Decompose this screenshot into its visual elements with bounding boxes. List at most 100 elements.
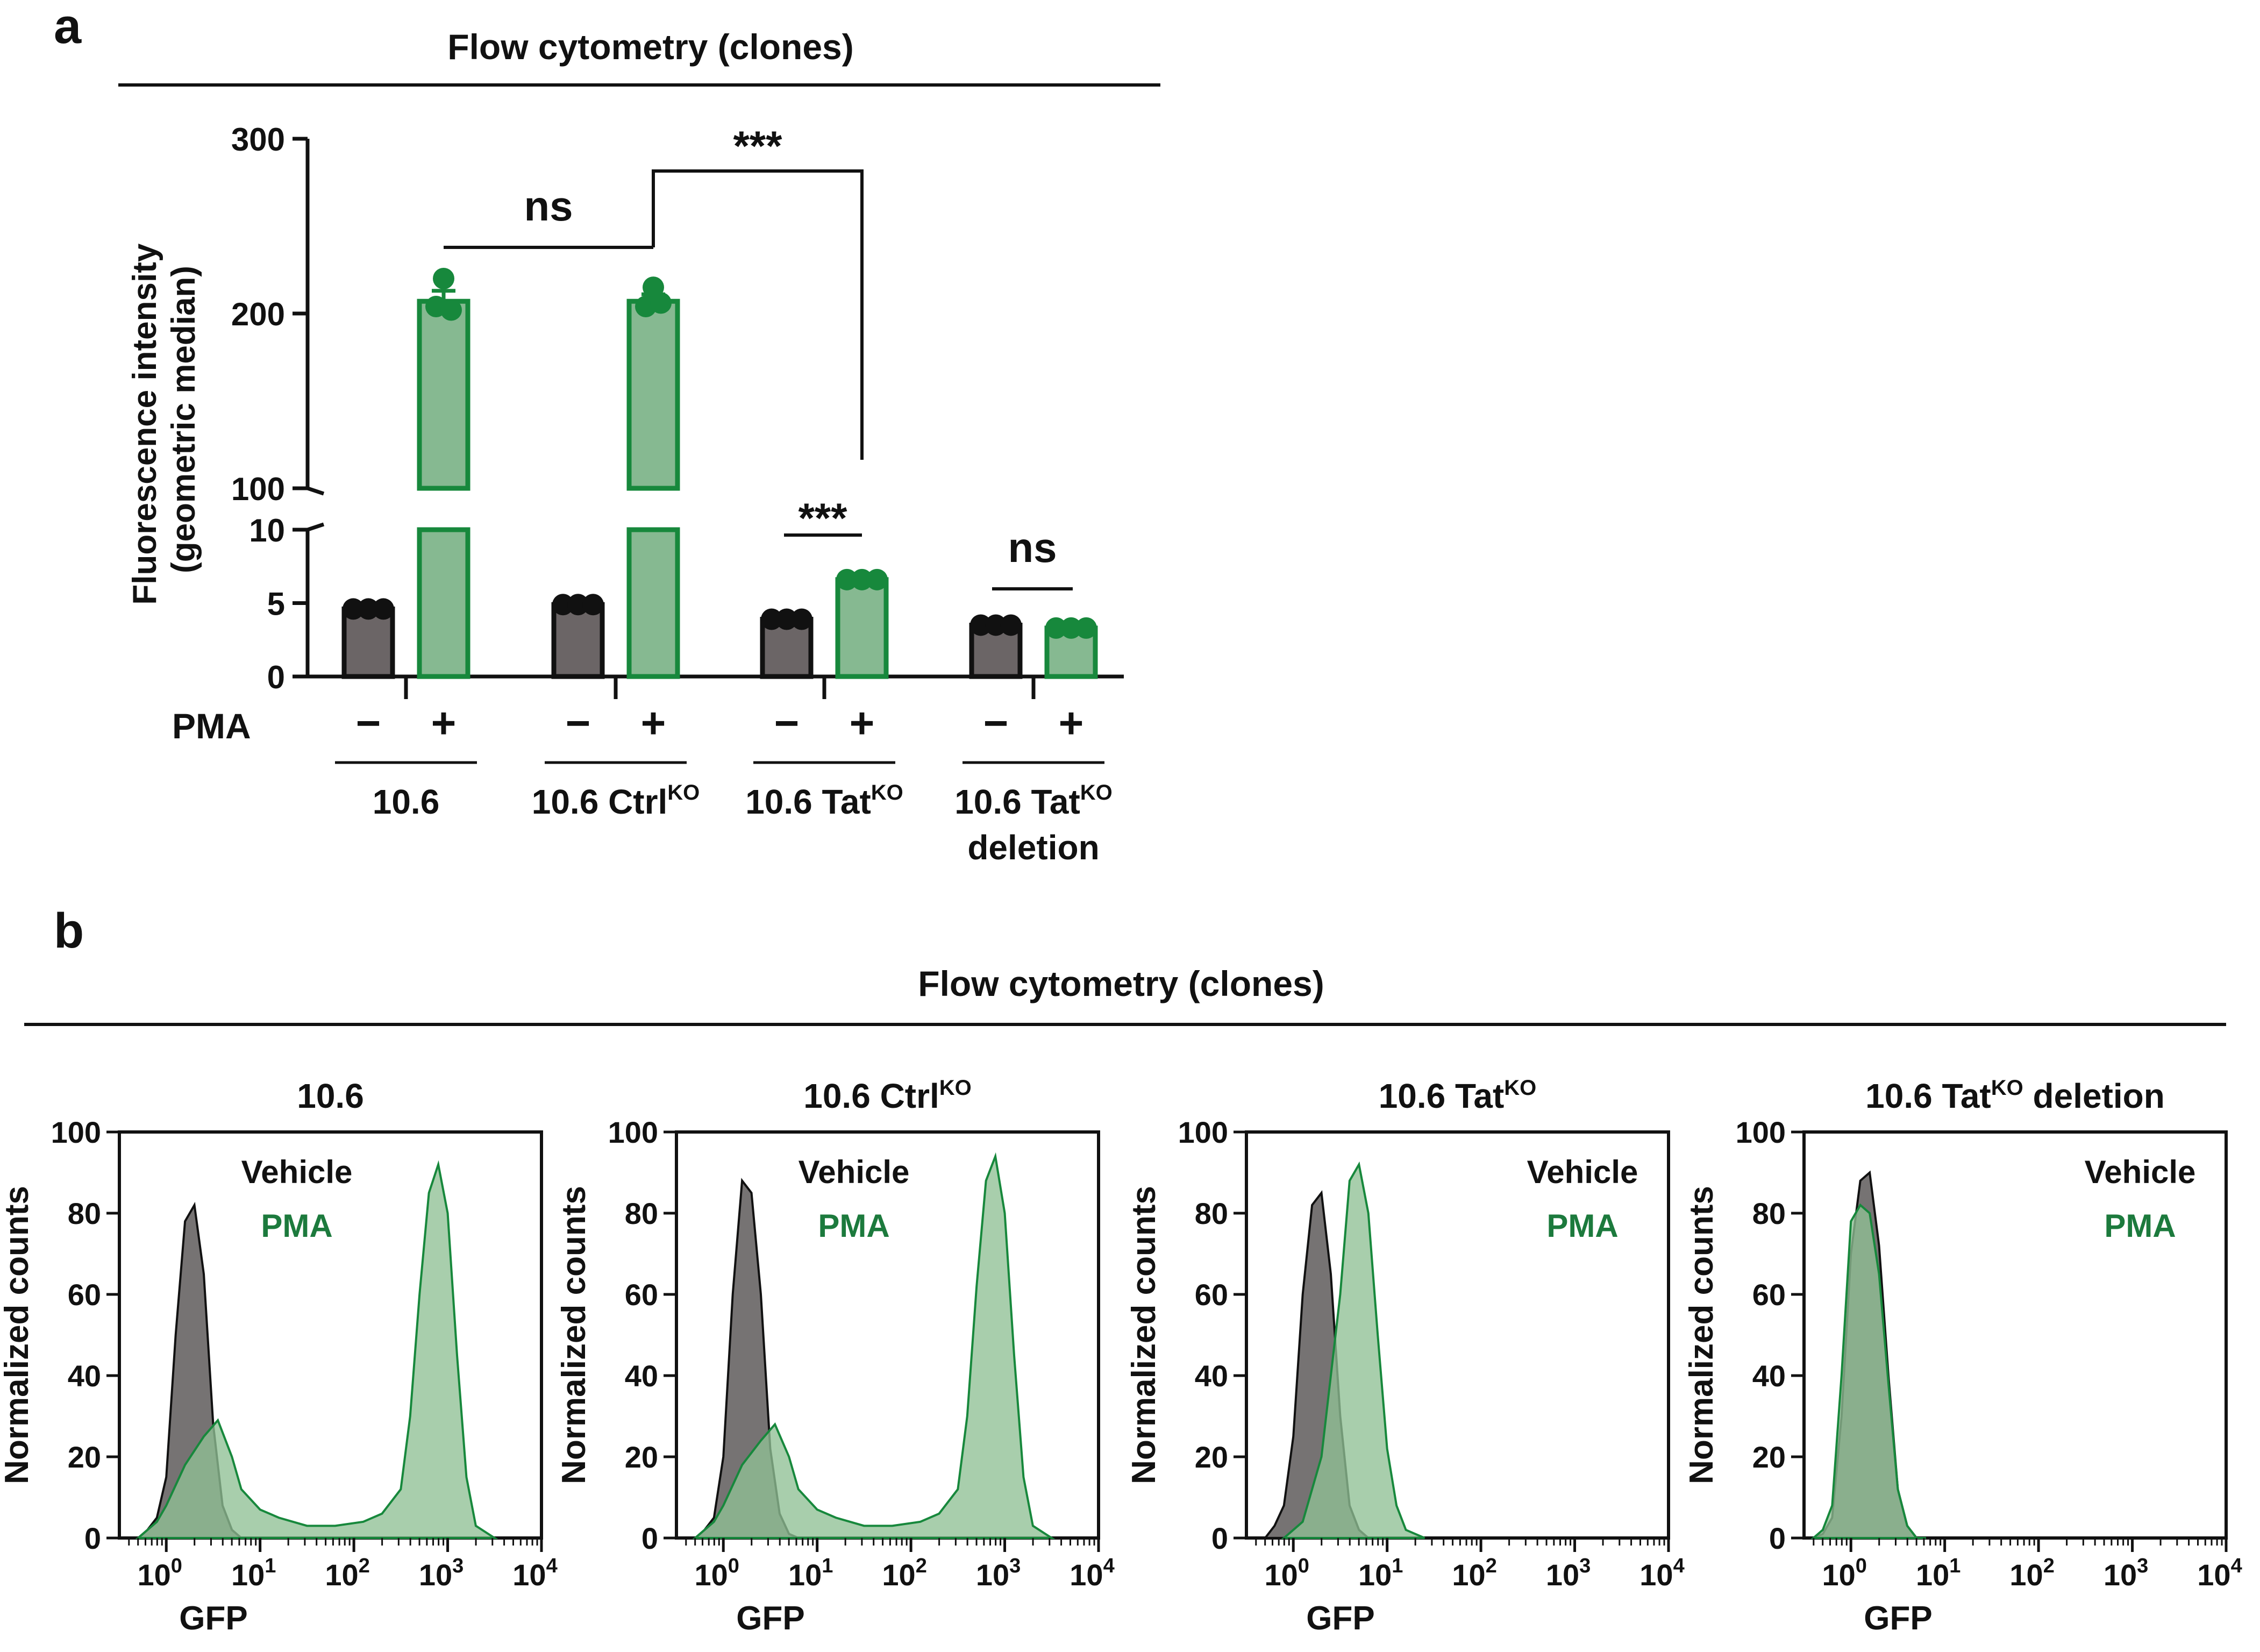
legend-pma: PMA — [2104, 1208, 2176, 1244]
significance-label: *** — [798, 494, 847, 542]
histogram-title-name: 10.6 Ctrl — [803, 1077, 939, 1115]
x-tick-exponent: 2 — [2043, 1555, 2055, 1577]
pma-plus-label: + — [1059, 699, 1084, 747]
pma-plus-label: + — [641, 699, 666, 747]
axis-break-upper — [306, 486, 325, 496]
legend-pma: PMA — [1546, 1208, 1618, 1244]
histogram-title: 10.6 TatKO deletion — [1865, 1076, 2165, 1115]
group-label-superscript: KO — [871, 781, 903, 804]
y-tick-label: 80 — [1195, 1197, 1228, 1230]
y-tick-label: 40 — [1195, 1359, 1228, 1393]
histogram-title-superscript: KO — [939, 1076, 972, 1100]
y-tick-label: 60 — [68, 1278, 101, 1312]
data-point — [567, 594, 589, 616]
histogram-pma — [692, 1152, 1056, 1539]
histogram-title: 10.6 — [297, 1077, 364, 1115]
x-tick-label: 102 — [2009, 1555, 2054, 1592]
y-axis-label: Normalized counts — [555, 1186, 593, 1484]
x-axis-label: GFP — [1306, 1600, 1374, 1637]
histogram-pma — [135, 1160, 498, 1539]
x-tick-base: 10 — [1452, 1558, 1485, 1592]
x-tick-exponent: 4 — [546, 1555, 558, 1577]
plot-frame — [1245, 1130, 1670, 1540]
group-label: 10.6 TatKO — [745, 781, 903, 821]
y-tick-label: 80 — [1752, 1197, 1786, 1230]
x-tick-base: 10 — [2197, 1558, 2230, 1592]
y-tick-label: 0 — [1211, 1521, 1228, 1555]
y-tick-label: 40 — [625, 1359, 658, 1393]
y-tick-label: 20 — [625, 1440, 658, 1474]
x-axis-label: GFP — [1864, 1600, 1932, 1637]
x-tick-label: 103 — [419, 1555, 464, 1592]
panel-b-title: Flow cytometry (clones) — [918, 964, 1324, 1003]
bar — [626, 527, 680, 679]
x-tick-base: 10 — [512, 1558, 546, 1592]
x-tick-base: 10 — [1358, 1558, 1392, 1592]
y-axis-label: Normalized counts — [1683, 1186, 1720, 1484]
histogram-title-name: 10.6 Tat — [1379, 1077, 1505, 1115]
x-tick-label: 104 — [1070, 1555, 1114, 1592]
x-tick-base: 10 — [695, 1558, 728, 1592]
x-tick-exponent: 0 — [171, 1555, 182, 1577]
data-point — [1000, 614, 1022, 636]
histogram-title-name: 10.6 — [297, 1077, 364, 1115]
data-point — [985, 614, 1007, 636]
x-tick-exponent: 1 — [265, 1555, 276, 1577]
y-tick-label: 200 — [231, 296, 285, 332]
histogram-title-name: 10.6 Tat — [1865, 1077, 1991, 1115]
significance-label: ns — [524, 182, 573, 230]
y-tick-label: 60 — [625, 1278, 658, 1312]
y-tick-label: 20 — [1195, 1440, 1228, 1474]
data-point — [761, 608, 782, 630]
x-tick-exponent: 3 — [1579, 1555, 1591, 1577]
x-tick-exponent: 0 — [1856, 1555, 1867, 1577]
x-tick-exponent: 2 — [916, 1555, 927, 1577]
x-tick-base: 10 — [1916, 1558, 1949, 1592]
y-tick-label: 100 — [1178, 1115, 1228, 1149]
group-label-superscript: KO — [1080, 781, 1113, 804]
group-label: 10.6 — [373, 782, 440, 821]
pma-minus-label: − — [356, 699, 381, 747]
pma-minus-label: − — [774, 699, 800, 747]
y-tick-label: 100 — [608, 1115, 658, 1149]
x-tick-exponent: 4 — [1103, 1555, 1115, 1577]
data-point — [836, 568, 858, 590]
group-label-line2: deletion — [967, 828, 1099, 867]
x-tick-label: 102 — [1452, 1555, 1496, 1592]
pma-row-label: PMA — [172, 706, 251, 746]
pma-minus-label: − — [983, 699, 1009, 747]
x-tick-base: 10 — [1070, 1558, 1103, 1592]
significance-label: *** — [733, 122, 782, 169]
data-point — [358, 598, 379, 620]
y-tick-label: 40 — [1752, 1359, 1786, 1393]
significance-bracket — [652, 169, 864, 460]
panel-b-label: b — [54, 903, 84, 958]
x-tick-label: 104 — [512, 1555, 557, 1592]
data-point — [1060, 617, 1082, 639]
histogram-title-suffix: deletion — [2023, 1077, 2165, 1115]
data-point — [552, 594, 574, 616]
x-tick-exponent: 0 — [728, 1555, 739, 1577]
group-label-name: 10.6 Tat — [745, 782, 871, 821]
x-axis-label: GFP — [179, 1600, 247, 1637]
pma-minus-label: − — [566, 699, 591, 747]
axis-break-lower — [306, 522, 325, 532]
x-tick-label: 101 — [1358, 1555, 1403, 1592]
legend-pma: PMA — [261, 1208, 332, 1244]
x-tick-label: 103 — [1546, 1555, 1591, 1592]
panel-b: b Flow cytometry (clones) 10.60204060801… — [0, 903, 2242, 1637]
y-tick-label: 20 — [68, 1440, 101, 1474]
x-tick-exponent: 1 — [1949, 1555, 1960, 1577]
x-tick-label: 102 — [325, 1555, 369, 1592]
data-point — [440, 299, 462, 321]
x-tick-exponent: 3 — [452, 1555, 464, 1577]
group-label-name: 10.6 Tat — [954, 782, 1080, 821]
x-tick-exponent: 2 — [1486, 1555, 1497, 1577]
bar — [835, 577, 889, 679]
x-tick-base: 10 — [2009, 1558, 2043, 1592]
